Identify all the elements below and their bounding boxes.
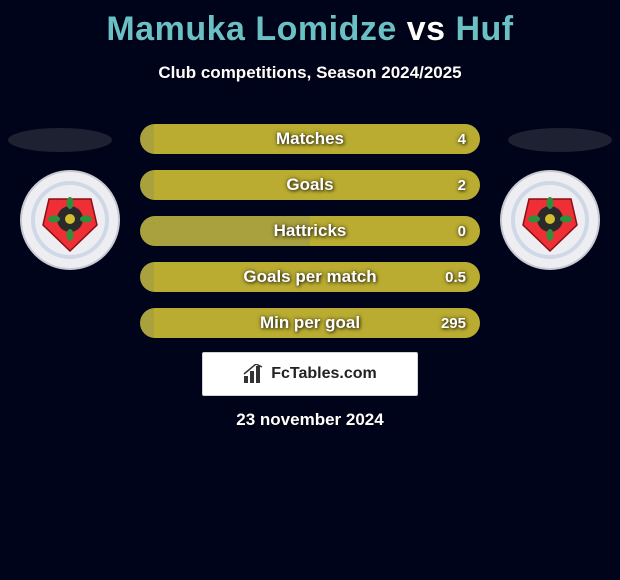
brand-box[interactable]: FcTables.com xyxy=(202,352,418,396)
club-crest-icon xyxy=(31,181,109,259)
stat-row: Goals2 xyxy=(140,170,480,200)
stat-bar-left xyxy=(140,216,310,246)
stats-bars: Matches4 Goals2 Hattricks0 Goals per match0… xyxy=(140,124,480,354)
brand-text: FcTables.com xyxy=(271,365,377,383)
stat-row: Hattricks0 xyxy=(140,216,480,246)
shadow-ellipse-left xyxy=(8,128,112,152)
club-badge-right xyxy=(500,170,600,270)
club-badge-left xyxy=(20,170,120,270)
date-line: 23 november 2024 xyxy=(0,410,620,430)
stat-row: Goals per match0.5 xyxy=(140,262,480,292)
stat-bar-left xyxy=(140,308,154,338)
stat-bar-right xyxy=(154,308,480,338)
stat-bar-right xyxy=(154,124,480,154)
subtitle: Club competitions, Season 2024/2025 xyxy=(0,63,620,83)
stat-row: Matches4 xyxy=(140,124,480,154)
shadow-ellipse-right xyxy=(508,128,612,152)
stat-bar-left xyxy=(140,262,154,292)
club-crest-icon xyxy=(511,181,589,259)
barchart-icon xyxy=(243,364,265,384)
stat-bar-right xyxy=(154,262,480,292)
title-player1: Mamuka Lomidze vs Huf xyxy=(106,10,513,48)
page-title: Mamuka Lomidze vs Huf xyxy=(0,0,620,49)
stat-bar-left xyxy=(140,170,154,200)
stat-bar-left xyxy=(140,124,154,154)
stat-bar-right xyxy=(154,170,480,200)
stat-bar-right xyxy=(310,216,480,246)
stat-row: Min per goal295 xyxy=(140,308,480,338)
